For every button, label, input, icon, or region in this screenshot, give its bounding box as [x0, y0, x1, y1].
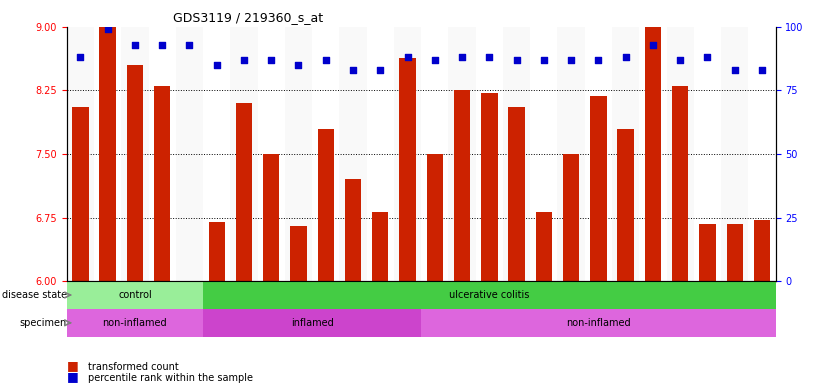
Bar [236, 103, 252, 281]
Point [401, 54, 414, 60]
Point [319, 57, 333, 63]
Bar [645, 27, 661, 281]
Point [346, 67, 359, 73]
Bar [154, 86, 170, 281]
Point [510, 57, 523, 63]
Point [128, 41, 142, 48]
Bar [557, 27, 585, 281]
Bar [230, 27, 258, 281]
Text: disease state: disease state [2, 290, 67, 300]
Point [210, 62, 224, 68]
Bar [721, 27, 748, 281]
Bar [699, 224, 716, 281]
Bar [726, 224, 743, 281]
Bar [372, 212, 389, 281]
Bar [454, 91, 470, 281]
Point [455, 54, 469, 60]
Text: ulcerative colitis: ulcerative colitis [450, 290, 530, 300]
Bar [449, 27, 475, 281]
Bar [535, 212, 552, 281]
Bar [67, 281, 203, 309]
Point [155, 41, 168, 48]
Bar [99, 27, 116, 281]
Point [237, 57, 250, 63]
Bar [666, 27, 694, 281]
Point [591, 57, 605, 63]
Point [565, 57, 578, 63]
Text: GDS3119 / 219360_s_at: GDS3119 / 219360_s_at [173, 11, 324, 24]
Bar [263, 154, 279, 281]
Bar [754, 220, 770, 281]
Point [619, 54, 632, 60]
Bar [481, 93, 498, 281]
Bar [617, 129, 634, 281]
Bar [208, 222, 225, 281]
Bar [127, 65, 143, 281]
Bar [344, 179, 361, 281]
Text: ■: ■ [67, 359, 78, 372]
Text: inflamed: inflamed [291, 318, 334, 328]
Text: non-inflamed: non-inflamed [103, 318, 167, 328]
Bar [318, 129, 334, 281]
Point [264, 57, 278, 63]
Bar [203, 281, 776, 309]
Point [728, 67, 741, 73]
Bar [421, 309, 776, 337]
Point [101, 26, 114, 33]
Bar [590, 96, 606, 281]
Bar [203, 309, 421, 337]
Bar [563, 154, 580, 281]
Point [701, 54, 714, 60]
Point [183, 41, 196, 48]
Bar [394, 27, 421, 281]
Bar [612, 27, 640, 281]
Text: control: control [118, 290, 152, 300]
Text: transformed count: transformed count [88, 362, 178, 372]
Bar [73, 108, 88, 281]
Point [646, 41, 660, 48]
Point [428, 57, 441, 63]
Text: ■: ■ [67, 370, 78, 383]
Bar [672, 86, 688, 281]
Point [374, 67, 387, 73]
Point [756, 67, 769, 73]
Text: percentile rank within the sample: percentile rank within the sample [88, 373, 253, 383]
Text: specimen: specimen [19, 318, 67, 328]
Bar [339, 27, 367, 281]
Bar [503, 27, 530, 281]
Bar [427, 154, 443, 281]
Bar [67, 27, 94, 281]
Bar [176, 27, 203, 281]
Bar [67, 309, 203, 337]
Text: non-inflamed: non-inflamed [566, 318, 631, 328]
Point [292, 62, 305, 68]
Point [674, 57, 687, 63]
Bar [290, 226, 307, 281]
Point [483, 54, 496, 60]
Bar [285, 27, 312, 281]
Point [537, 57, 550, 63]
Bar [399, 58, 415, 281]
Point [73, 54, 87, 60]
Bar [121, 27, 148, 281]
Bar [509, 108, 525, 281]
